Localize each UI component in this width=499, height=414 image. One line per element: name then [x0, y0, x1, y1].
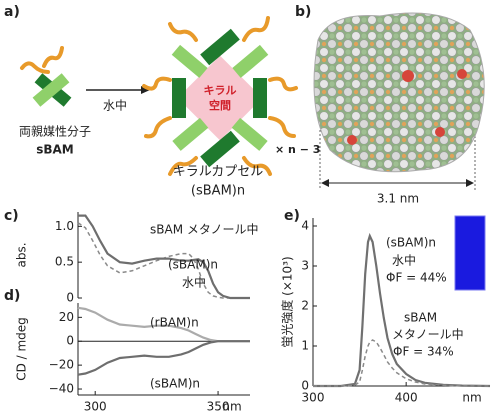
y-axis-label: CD / mdeg	[15, 317, 29, 381]
y-tick-label: 0	[66, 291, 74, 305]
annotation: メタノール中	[392, 327, 464, 342]
panel-label: e)	[284, 208, 300, 224]
series-line	[313, 232, 491, 388]
y-tick-label: 2	[301, 299, 309, 313]
series-label: sBAM メタノール中	[150, 222, 259, 237]
annotation: ΦF = 34%	[393, 345, 454, 359]
y-tick-label: 20	[59, 310, 74, 324]
series-label: sBAM	[404, 311, 437, 325]
series-label: (sBAM)n	[168, 258, 218, 272]
series-line	[77, 306, 250, 343]
scheme	[20, 16, 476, 190]
molecular-model	[313, 12, 485, 173]
series-line	[313, 339, 490, 387]
cavity-label: キラル	[204, 84, 237, 97]
x-tick-label: 300	[302, 391, 325, 405]
y-tick-label: 1.0	[55, 219, 74, 233]
annotation: ΦF = 44%	[386, 271, 447, 285]
panel-label: a)	[4, 4, 20, 20]
vial	[454, 215, 486, 291]
series-line	[77, 340, 250, 376]
y-tick-label: −40	[49, 382, 74, 396]
series-label: (sBAM)n	[386, 236, 436, 250]
series-label: (sBAM)n	[150, 377, 200, 391]
y-tick-label: 3	[301, 259, 309, 273]
panel-label: b)	[295, 4, 311, 20]
x-axis-label: nm	[462, 391, 481, 405]
y-tick-label: −20	[49, 358, 74, 372]
y-axis-label: 蛍光強度 (×10³)	[280, 256, 295, 347]
y-tick-label: 0.5	[55, 255, 74, 269]
y-axis-label: abs.	[15, 242, 29, 267]
panel-label: c)	[4, 208, 19, 224]
series-line	[77, 222, 250, 299]
arrow-label: 水中	[103, 98, 127, 113]
series-line	[78, 214, 250, 300]
y-tick-label: 0	[301, 379, 309, 393]
x-tick-label: 400	[395, 391, 418, 405]
multiplier: × n − 3	[275, 143, 320, 156]
panel-label: d)	[4, 288, 20, 304]
y-tick-label: 4	[301, 219, 309, 233]
x-tick-label: 300	[84, 400, 107, 414]
product-label: キラルカプセル	[173, 165, 264, 180]
cavity-label: 空間	[209, 98, 231, 112]
y-tick-label: 0	[66, 334, 74, 348]
dimension-label: 3.1 nm	[377, 192, 419, 206]
product-label: (sBAM)n	[191, 184, 245, 199]
monomer-label: 両親媒性分子	[19, 125, 91, 139]
annotation: 水中	[182, 275, 206, 290]
annotation: 水中	[392, 253, 416, 268]
y-tick-label: 1	[301, 339, 309, 353]
series-label: (rBAM)n	[150, 316, 199, 330]
x-tick-label: 350	[207, 400, 230, 414]
x-axis-label: nm	[222, 400, 241, 414]
monomer-label: sBAM	[36, 143, 74, 157]
